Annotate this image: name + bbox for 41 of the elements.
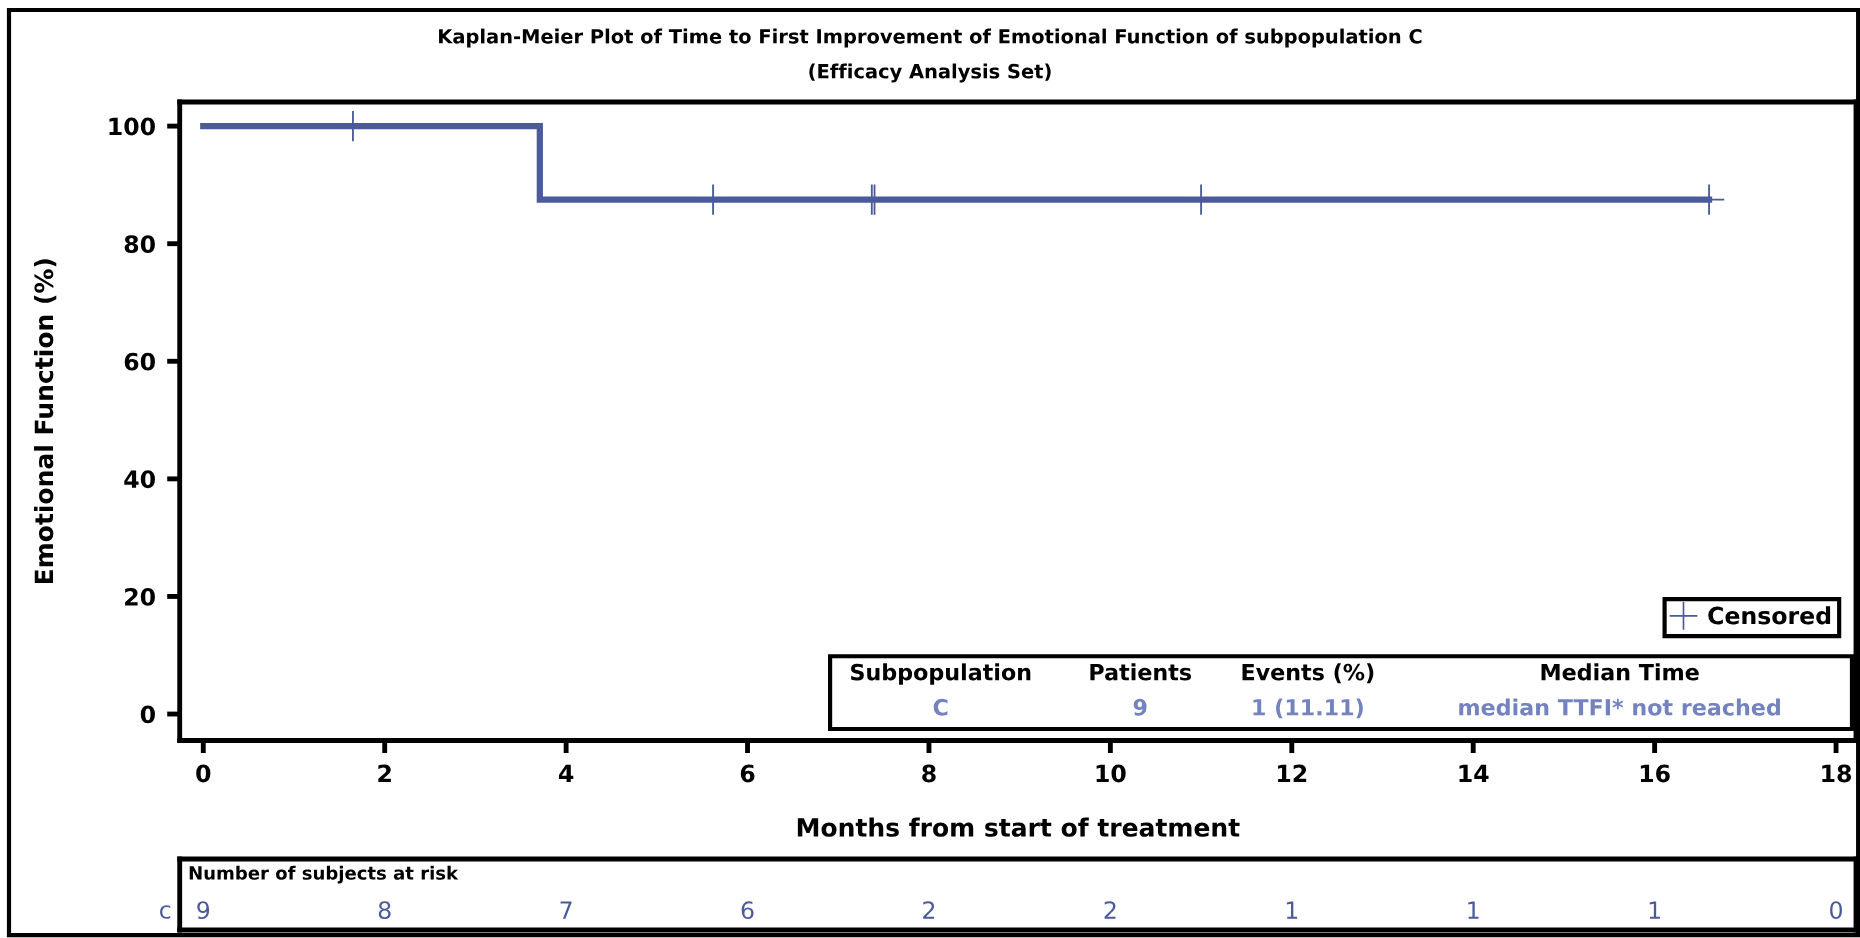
text: 0 [1830, 901, 1842, 920]
text: 1 [1468, 901, 1479, 919]
text: 2 [1104, 901, 1116, 919]
text: 8 [378, 901, 391, 920]
annotation: Events (%) [1242, 663, 1374, 684]
x-tick-label: 4 [558, 764, 574, 783]
y-tick-label: 20 [125, 587, 155, 606]
text: 6 [741, 901, 754, 920]
y-axis-title: Emotional Function (%) [34, 259, 57, 584]
text: 1 [1649, 901, 1660, 919]
text: c [160, 905, 171, 919]
y-tick-label: 40 [124, 470, 155, 489]
x-tick-label: 2 [378, 764, 391, 783]
y-tick-label: 80 [124, 235, 155, 253]
x-axis-title: Months from start of treatment [797, 817, 1240, 837]
text: 9 [197, 901, 210, 920]
text: 2 [923, 901, 935, 919]
annotation: Patients [1090, 663, 1192, 681]
x-tick-label: 6 [740, 764, 755, 783]
legend-label: Censored [1708, 606, 1831, 625]
annotation: Subpopulation [851, 663, 1031, 685]
text: 1 [1286, 901, 1298, 919]
annotation: Median Time [1541, 663, 1699, 681]
x-tick-label: 18 [1822, 764, 1852, 783]
x-tick-label: 0 [196, 764, 211, 783]
x-tick-label: 8 [922, 764, 936, 783]
x-tick-label: 14 [1459, 764, 1489, 783]
annotation: C [933, 698, 948, 716]
chart-subtitle: (Efficacy Analysis Set) [809, 63, 1051, 83]
x-tick-label: 16 [1640, 764, 1670, 783]
x-tick-label: 12 [1278, 764, 1307, 783]
x-tick-label: 10 [1096, 764, 1126, 783]
y-tick-label: 0 [140, 705, 155, 724]
annotation: 9 [1133, 698, 1147, 716]
y-tick-label: 60 [124, 352, 155, 371]
y-tick-label: 100 [109, 117, 155, 136]
text: 7 [560, 901, 572, 919]
annotation: median TTFI* not reached [1459, 698, 1780, 716]
chart-title: Kaplan-Meier Plot of Time to First Improvement of Emotional Function of subpopulation C [439, 28, 1422, 48]
text: Number of subjects at risk [189, 865, 459, 884]
annotation: 1 (11.11) [1253, 698, 1363, 719]
